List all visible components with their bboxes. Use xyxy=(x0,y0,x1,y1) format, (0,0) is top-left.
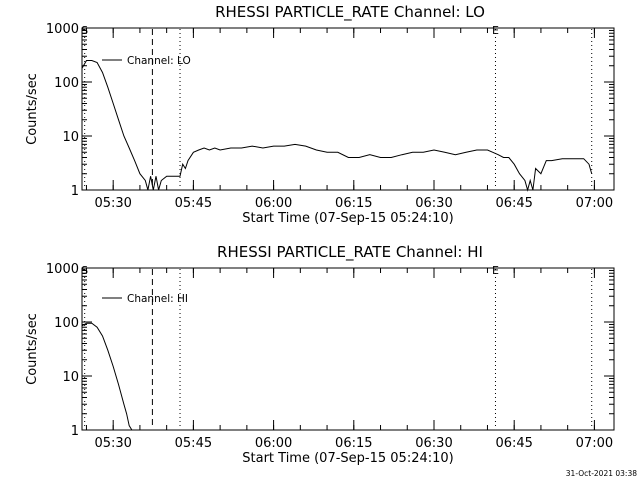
x-tick-label: 06:00 xyxy=(255,196,292,211)
panel-lo: RHESSI PARTICLE_RATE Channel: LO Counts/… xyxy=(25,3,615,226)
y-tick-label: 1000 xyxy=(46,22,79,37)
panel-hi: RHESSI PARTICLE_RATE Channel: HI Counts/… xyxy=(25,243,615,466)
x-tick-label: 06:00 xyxy=(255,436,292,451)
y-tick-label: 1000 xyxy=(46,262,79,277)
x-tick-label: 06:45 xyxy=(495,196,532,211)
marker-label: E xyxy=(492,264,499,277)
y-tick-label: 100 xyxy=(54,76,79,91)
x-tick-label: 06:45 xyxy=(495,436,532,451)
legend-label-hi: Channel: HI xyxy=(127,293,188,305)
x-tick-label: 06:30 xyxy=(415,436,452,451)
y-tick-label: 10 xyxy=(62,370,79,385)
legend-lo: Channel: LO xyxy=(102,55,191,67)
chart-title-hi: RHESSI PARTICLE_RATE Channel: HI xyxy=(217,243,483,262)
y-axis-label-hi: Counts/sec xyxy=(25,313,40,385)
x-axis-label-lo: Start Time (07-Sep-15 05:24:10) xyxy=(242,211,453,226)
y-ticks-hi: 1 10 100 1000 xyxy=(46,262,614,439)
x-tick-label: 05:30 xyxy=(94,196,131,211)
x-tick-label: 07:00 xyxy=(576,196,613,211)
series-line-hi xyxy=(81,322,133,431)
y-tick-label: 100 xyxy=(54,316,79,331)
x-ticks-lo: 05:30 05:45 06:00 06:15 06:30 06:45 07:00 xyxy=(85,28,613,211)
chart-title-lo: RHESSI PARTICLE_RATE Channel: LO xyxy=(215,3,485,22)
timestamp-footer: 31-Oct-2021 03:38 xyxy=(566,469,637,478)
legend-hi: Channel: HI xyxy=(102,293,188,305)
y-axis-label-lo: Counts/sec xyxy=(25,73,40,145)
marker-label: E xyxy=(492,24,499,37)
x-tick-label: 07:00 xyxy=(576,436,613,451)
marker-label: S xyxy=(81,24,88,37)
x-tick-label: 06:15 xyxy=(335,436,372,451)
plot-frame-hi xyxy=(81,267,615,431)
plot-frame-lo xyxy=(81,27,615,191)
y-tick-label: 10 xyxy=(62,130,79,145)
x-tick-label: 06:30 xyxy=(415,196,452,211)
y-ticks-lo: 1 10 100 1000 xyxy=(46,22,614,199)
marker-label: S xyxy=(81,264,88,277)
series-line-lo xyxy=(81,60,593,192)
x-tick-label: 05:30 xyxy=(94,436,131,451)
y-tick-label: 1 xyxy=(71,184,79,199)
y-tick-label: 1 xyxy=(71,424,79,439)
x-tick-label: 06:15 xyxy=(335,196,372,211)
legend-label-lo: Channel: LO xyxy=(127,55,191,67)
x-tick-label: 05:45 xyxy=(175,196,212,211)
x-axis-label-hi: Start Time (07-Sep-15 05:24:10) xyxy=(242,451,453,466)
x-ticks-hi: 05:30 05:45 06:00 06:15 06:30 06:45 07:00 xyxy=(85,268,613,451)
x-tick-label: 05:45 xyxy=(175,436,212,451)
